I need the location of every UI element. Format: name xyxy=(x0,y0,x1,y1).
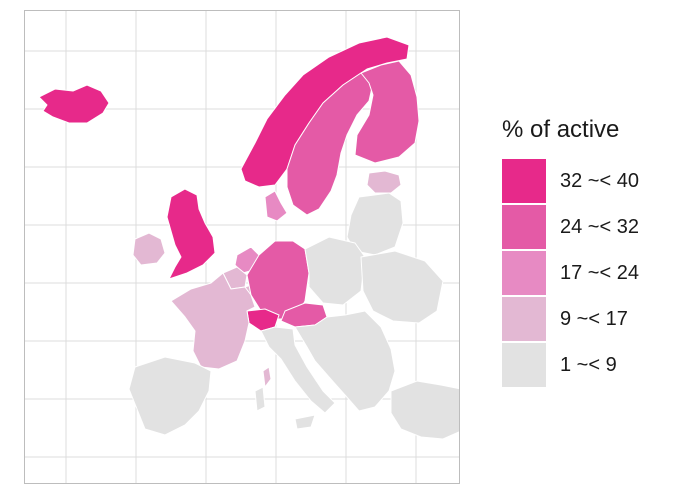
region-sardinia xyxy=(254,386,266,412)
legend-label: 17 ~< 24 xyxy=(560,261,639,284)
region-norway xyxy=(240,36,410,188)
region-united-kingdom xyxy=(166,188,216,280)
region-denmark xyxy=(264,190,288,222)
region-iberia xyxy=(128,356,212,436)
legend: % of active 32 ~< 40 24 ~< 32 17 ~< 24 9… xyxy=(502,116,639,388)
region-turkey xyxy=(390,380,459,440)
legend-swatch xyxy=(502,205,546,249)
region-corsica xyxy=(262,366,272,388)
region-italy xyxy=(260,326,336,414)
legend-item: 24 ~< 32 xyxy=(502,204,639,250)
region-poland xyxy=(304,236,366,306)
europe-map xyxy=(25,11,459,483)
map-panel xyxy=(24,10,460,484)
legend-item: 1 ~< 9 xyxy=(502,342,639,388)
legend-swatch xyxy=(502,343,546,387)
legend-swatch xyxy=(502,251,546,295)
region-estonia xyxy=(366,170,402,194)
legend-item: 9 ~< 17 xyxy=(502,296,639,342)
legend-title: % of active xyxy=(502,116,620,143)
legend-swatch xyxy=(502,159,546,203)
legend-label: 24 ~< 32 xyxy=(560,215,639,238)
legend-swatch xyxy=(502,297,546,341)
legend-label: 1 ~< 9 xyxy=(560,353,617,376)
region-sweden xyxy=(286,72,374,216)
region-baltics-east xyxy=(346,192,404,256)
region-ukraine-region xyxy=(360,250,444,324)
region-iceland xyxy=(38,84,110,124)
region-sicily xyxy=(294,414,316,430)
region-france xyxy=(170,272,256,370)
region-balkans xyxy=(294,310,396,412)
legend-item: 32 ~< 40 xyxy=(502,158,639,204)
region-finland xyxy=(354,60,420,164)
region-ireland xyxy=(132,232,166,266)
legend-label: 32 ~< 40 xyxy=(560,169,639,192)
legend-label: 9 ~< 17 xyxy=(560,307,628,330)
legend-item: 17 ~< 24 xyxy=(502,250,639,296)
